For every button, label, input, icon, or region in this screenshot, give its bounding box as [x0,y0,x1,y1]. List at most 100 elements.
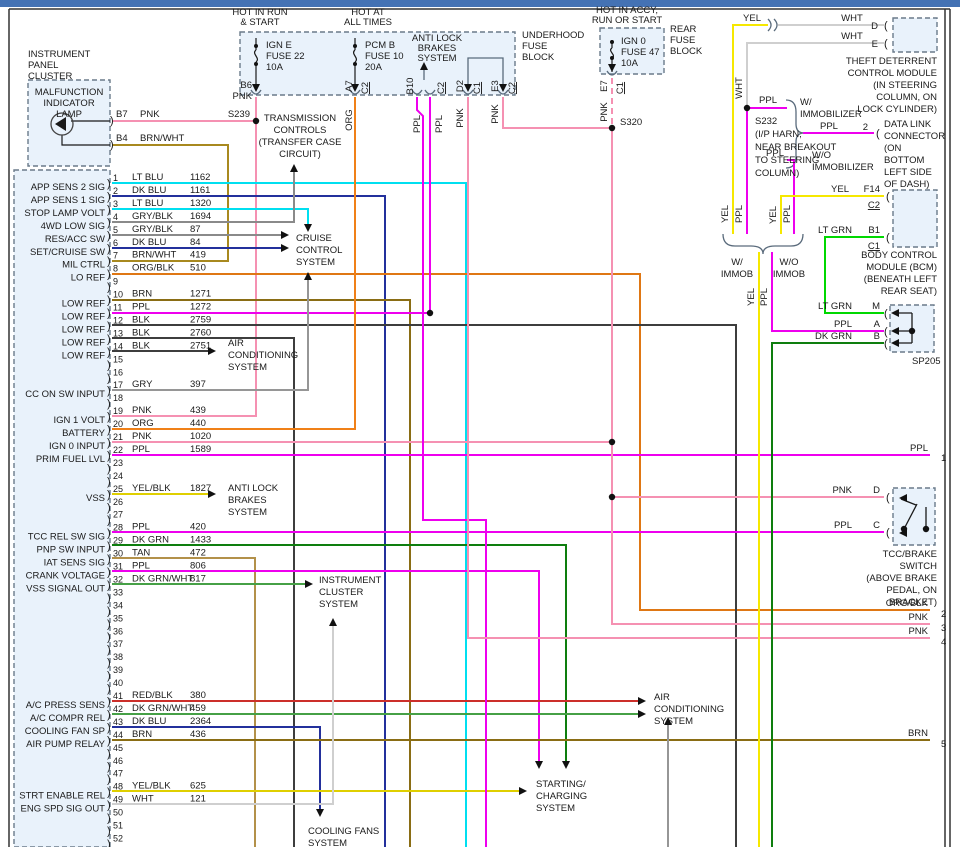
pin-33-number: 33 [113,587,123,597]
jumper-d2-e3 [467,57,504,90]
pin-31-wire-color: PPL [132,561,150,572]
pin-28-wire-color: PPL [132,522,150,533]
pin-30-function: IAT SENS SIG [44,558,105,569]
pin-30-wire-color: TAN [132,548,150,559]
pin-29-wire-color: DK GRN [132,535,169,546]
pin-5-terminal: ) [107,230,111,242]
wire-pin2-dkblu-1161 [112,195,386,847]
pin-21-function: IGN 0 INPUT [49,441,105,452]
label--on: (ON [884,143,902,154]
arrowhead-l-26 [899,529,907,537]
pin-52-number: 52 [113,833,123,843]
pin-4-number: 4 [113,212,118,222]
label--: ( [884,326,888,338]
label-system: SYSTEM [536,803,575,814]
label-controls: CONTROLS [274,125,327,136]
pin-22-wire-color: PPL [132,444,150,455]
pin-41-function: A/C PRESS SENS [26,700,105,711]
label-lock-cylinder-: LOCK CYLINDER) [857,104,937,115]
arrowhead-d-13 [562,761,570,769]
label-module-bcm-: MODULE (BCM) [866,262,937,273]
pin-41-terminal: ) [107,696,111,708]
arrowhead-d-4 [499,84,507,92]
label--: ( [886,527,890,539]
pin-49-terminal: ) [107,800,111,812]
splice-dot-8 [922,525,930,533]
label-yel: YEL [768,206,779,224]
arrowhead-u-11 [304,272,312,280]
label-c2: C2 [868,200,880,211]
wire-pin8-orgblk-510 [112,273,930,611]
label-dk-grn: DK GRN [815,331,852,342]
label-conditioning: CONDITIONING [654,704,724,715]
label-b6: B6 [240,80,252,91]
label-pnk: PNK [832,485,852,496]
label-b7: B7 [116,109,128,120]
wire-pin13-blk-2760 [112,337,295,847]
label--: ( [884,38,888,50]
pin-46-number: 46 [113,756,123,766]
pin-12-function: LOW REF [62,324,105,335]
wire-pin30-tan-472 [112,557,256,847]
label-c1: C1 [615,82,626,94]
label-m: M [872,301,880,312]
pin-7-function: MIL CTRL [62,260,105,271]
label-pnk: PNK [490,104,501,124]
exit-arc-a7 [349,89,361,95]
label--: ( [886,232,890,244]
pin-39-terminal: ) [107,670,111,682]
label-w-o: W/O [780,257,799,268]
pin-14-number: 14 [113,341,123,351]
pin-7-terminal: ) [107,256,111,268]
pin-37-number: 37 [113,639,123,649]
pin-10-function: LOW REF [62,299,105,310]
label-e: E [872,39,878,50]
pin-19-wire-color: PNK [132,405,152,416]
pin-1-wire-color: LT BLU [132,172,163,183]
label-air: AIR [654,692,670,703]
pin-17-wire-color: GRY [132,379,153,390]
arrowhead-d-2 [608,64,616,72]
arrowhead-d-6 [304,224,312,232]
pin-11-wire-color: PPL [132,302,150,313]
label-c2: C2 [507,82,518,94]
label-sp205: SP205 [912,356,941,367]
pin-27-number: 27 [113,510,123,520]
pin-43-number: 43 [113,717,123,727]
pin-9-terminal: ) [107,282,111,294]
fuse-dot-4 [610,40,614,44]
arrowhead-d-18 [316,809,324,817]
label--above-brake: (ABOVE BRAKE [866,573,937,584]
label-near-breakout: NEAR BREAKOUT [755,142,836,153]
pin-36-number: 36 [113,626,123,636]
pin-3-function: STOP LAMP VOLT [24,208,105,219]
label--: ) [110,139,114,151]
label-pnk: PNK [455,108,466,128]
label-immob: IMMOB [721,269,753,280]
label-ppl: PPL [412,115,423,133]
label-bottom: BOTTOM [884,155,925,166]
pin-42-wire-color: DK GRN/WHT [132,703,193,714]
pin-20-function: BATTERY [62,428,106,439]
exit-arc-d2 [462,89,474,95]
label-yel: YEL [743,13,761,24]
label-brakes: BRAKES [418,43,457,54]
pin-31-number: 31 [113,562,123,572]
box-tcc-brake-switch [892,487,936,546]
label-cooling-fans: COOLING FANS [308,826,379,837]
arrowhead-r-16 [638,697,646,705]
pin-36-terminal: ) [107,631,111,643]
pin-49-function: ENG SPD SIG OUT [21,804,106,815]
label-10a: 10A [266,62,284,73]
pin-2-number: 2 [113,186,118,196]
label--in-steering: (IN STEERING [873,80,937,91]
label-ppl: PPL [766,148,784,159]
splice-dot-1 [608,124,616,132]
pin-23-terminal: ) [107,463,111,475]
pin-38-terminal: ) [107,657,111,669]
label-system: SYSTEM [319,599,358,610]
arrowhead-d-0 [252,84,260,92]
fuse-dot-0 [254,44,258,48]
mil-wire-bottom [61,135,110,146]
pin-42-circuit-number: 459 [190,703,206,714]
